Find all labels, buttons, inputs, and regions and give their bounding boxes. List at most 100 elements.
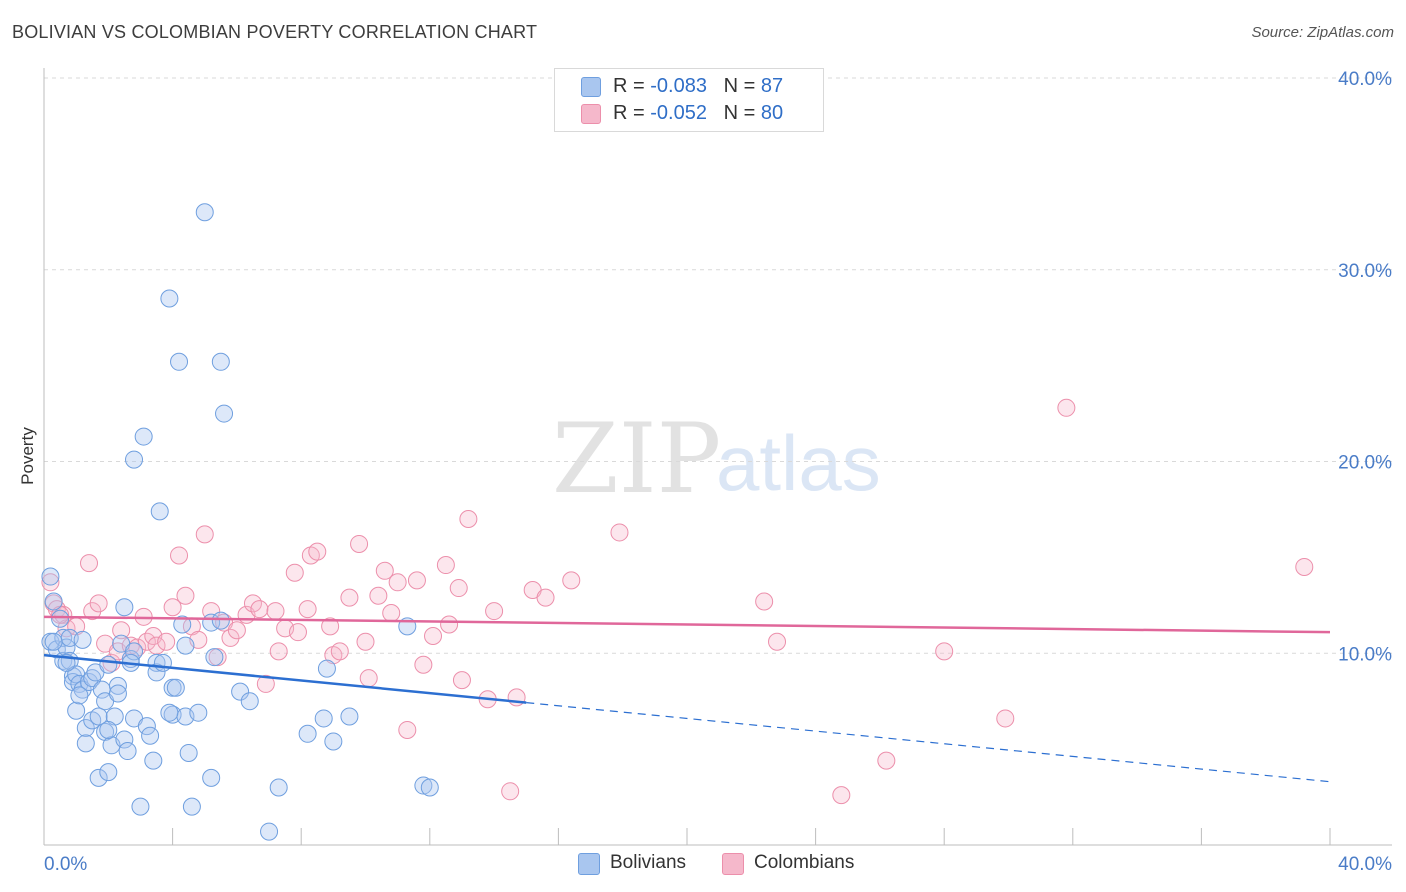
- colombian-point: [330, 642, 349, 661]
- colombian-point: [768, 632, 787, 651]
- bolivian-point: [76, 719, 95, 738]
- bolivian-point: [131, 797, 150, 816]
- colombian-point: [382, 603, 401, 622]
- colombian-point: [269, 642, 288, 661]
- colombian-point: [1295, 557, 1314, 576]
- colombian-point: [398, 720, 417, 739]
- bolivian-point: [89, 707, 108, 726]
- bolivian-point: [176, 636, 195, 655]
- colombian-point: [452, 671, 471, 690]
- bolivians-points: [41, 203, 439, 841]
- bolivian-point: [125, 642, 144, 661]
- bottom-legend-swatch-bolivians: [578, 853, 600, 875]
- colombian-point: [350, 534, 369, 553]
- bolivian-point: [269, 778, 288, 797]
- colombian-point: [1057, 398, 1076, 417]
- legend-n-label: N =: [723, 75, 761, 97]
- bolivian-point: [76, 734, 95, 753]
- gridlines: [44, 77, 1392, 654]
- bolivian-point: [99, 655, 118, 674]
- x-tick-label-max: 40.0%: [1338, 854, 1392, 875]
- colombian-point: [250, 600, 269, 619]
- bolivian-point: [240, 692, 259, 711]
- colombian-point: [610, 523, 629, 542]
- x-tick-label-min: 0.0%: [44, 854, 87, 875]
- bolivian-point: [115, 598, 134, 617]
- y-axis-label: Poverty: [18, 427, 37, 485]
- legend-r-value: -0.052: [650, 102, 707, 124]
- colombian-point: [221, 628, 240, 647]
- bolivian-point: [51, 609, 70, 628]
- y-tick-label: 30.0%: [1338, 261, 1392, 282]
- bolivian-point: [108, 684, 127, 703]
- bolivian-point: [317, 659, 336, 678]
- bolivian-point: [205, 648, 224, 667]
- colombian-point: [80, 554, 99, 573]
- colombian-point: [359, 669, 378, 688]
- legend-r-label: R =: [613, 75, 651, 97]
- colombian-point: [459, 510, 478, 529]
- x-axis-ticks: [43, 828, 1331, 845]
- source-label: Source: ZipAtlas.com: [1251, 24, 1394, 41]
- colombian-point: [562, 571, 581, 590]
- bolivian-point: [41, 567, 60, 586]
- bolivian-point: [125, 450, 144, 469]
- legend-row-colombians: R = -0.052 N = 80: [555, 101, 823, 127]
- colombian-point: [424, 626, 443, 645]
- bolivian-point: [108, 676, 127, 695]
- legend-r-value: -0.083: [650, 75, 707, 97]
- colombian-point: [935, 642, 954, 661]
- colombian-point: [832, 786, 851, 805]
- bolivian-point: [147, 663, 166, 682]
- colombian-point: [388, 573, 407, 592]
- legend-row-bolivians: R = -0.083 N = 87: [555, 74, 823, 100]
- bolivian-trend-line-extension: [526, 702, 1331, 783]
- colombian-point: [440, 615, 459, 634]
- colombian-point: [356, 632, 375, 651]
- colombian-point: [83, 602, 102, 621]
- legend-r-label: R =: [613, 102, 651, 124]
- bolivian-point: [182, 797, 201, 816]
- axes: [43, 68, 1392, 846]
- bolivian-point: [179, 743, 198, 762]
- bolivian-point: [70, 686, 89, 705]
- watermark-atlas: atlas: [716, 419, 881, 507]
- colombian-point: [163, 598, 182, 617]
- bolivian-point: [67, 701, 86, 720]
- bottom-legend-label-bolivians: Bolivians: [610, 852, 687, 873]
- bolivian-point: [340, 707, 359, 726]
- bolivian-point: [170, 352, 189, 371]
- colombian-point: [41, 573, 60, 592]
- chart-title: BOLIVIAN VS COLOMBIAN POVERTY CORRELATIO…: [12, 22, 538, 42]
- bolivian-point: [144, 751, 163, 770]
- bolivian-point: [141, 726, 160, 745]
- colombian-point: [449, 579, 468, 598]
- bolivian-point: [44, 632, 63, 651]
- bolivian-point: [44, 592, 63, 611]
- bolivian-point: [211, 352, 230, 371]
- y-tick-label: 40.0%: [1338, 69, 1392, 90]
- bolivian-point: [150, 502, 169, 521]
- colombian-trend-line: [43, 615, 1331, 634]
- colombian-point: [755, 592, 774, 611]
- colombian-point: [195, 525, 214, 544]
- bolivian-point: [83, 669, 102, 688]
- colombian-point: [340, 588, 359, 607]
- legend-text-bolivians: R = -0.083 N = 87: [613, 75, 783, 98]
- colombian-point: [266, 602, 285, 621]
- bolivian-point: [160, 289, 179, 308]
- colombian-point: [375, 561, 394, 580]
- bolivian-point: [173, 615, 192, 634]
- trend-lines: [43, 615, 1331, 783]
- bottom-legend-bolivians: Bolivians: [578, 852, 708, 876]
- bolivian-point: [73, 680, 92, 699]
- bolivian-point: [73, 630, 92, 649]
- bolivian-point: [189, 703, 208, 722]
- colombian-point: [89, 594, 108, 613]
- bolivian-point: [314, 709, 333, 728]
- colombian-point: [321, 617, 340, 636]
- colombian-point: [536, 588, 555, 607]
- colombian-point: [436, 556, 455, 575]
- bolivian-trend-line: [43, 653, 527, 704]
